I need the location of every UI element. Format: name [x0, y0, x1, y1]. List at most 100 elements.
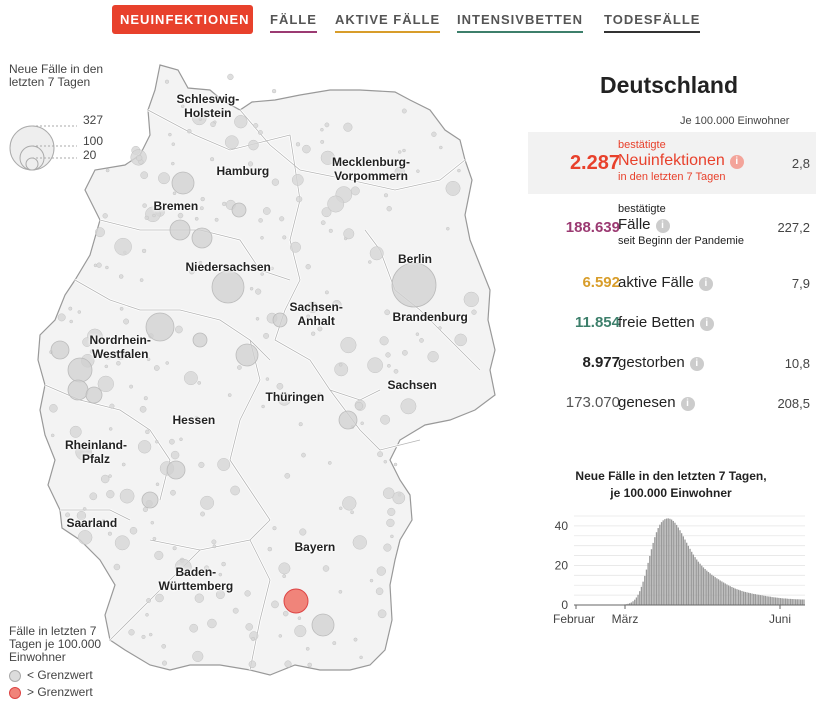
district-bubble: [95, 227, 105, 238]
chart-bar: [670, 519, 673, 605]
district-bubble: [279, 216, 285, 222]
chart-bar: [627, 603, 629, 605]
info-icon[interactable]: i: [689, 357, 704, 371]
district-bubble: [382, 487, 395, 499]
chart-bar: [766, 596, 768, 605]
district-bubble: [320, 150, 335, 165]
district-bubble: [154, 550, 164, 560]
district-bubble: [224, 135, 239, 150]
chart-bar: [741, 590, 743, 605]
district-bubble: [105, 265, 109, 270]
district-bubble: [387, 363, 391, 368]
tab-fälle[interactable]: FÄLLE: [270, 5, 317, 34]
info-icon[interactable]: i: [729, 155, 744, 169]
tab-intensivbetten[interactable]: INTENSIVBETTEN: [457, 5, 583, 34]
district-bubble: [306, 314, 311, 319]
below-threshold-label: < Grenzwert: [27, 668, 93, 682]
info-icon[interactable]: i: [698, 277, 713, 291]
district-bubble: [155, 482, 160, 487]
above-threshold-label: > Grenzwert: [27, 685, 93, 699]
active-stat-highlight: [528, 132, 816, 194]
district-bubble: [350, 510, 354, 515]
district-bubble: [338, 506, 343, 511]
district-bubble: [257, 130, 263, 135]
district-bubble: [255, 317, 260, 321]
chart-bar: [682, 536, 684, 605]
district-bubble: [214, 217, 219, 222]
district-bubble: [332, 641, 337, 646]
chart-bar: [763, 595, 765, 605]
district-bubble: [197, 381, 202, 385]
district-bubble: [383, 193, 389, 198]
district-bubble: [271, 178, 280, 186]
district-bubble: [212, 544, 217, 549]
chart-bar: [702, 567, 705, 605]
chart-bar: [709, 573, 711, 605]
stat-label: gestorben i: [618, 354, 704, 372]
district-bubble: [377, 609, 387, 619]
district-bubble: [375, 587, 384, 596]
district-bubble: [295, 196, 303, 203]
district-bubble: [306, 301, 319, 313]
size-legend: Neue Fälle in den letzten 7 Tagen 327 10…: [9, 63, 129, 171]
info-icon[interactable]: i: [699, 317, 714, 331]
state-border-line-0: [147, 109, 291, 151]
district-bubble: [353, 637, 358, 642]
district-bubble: [172, 191, 177, 196]
chart-bar: [672, 520, 674, 605]
chart-bar: [739, 590, 741, 605]
district-bubble: [334, 362, 349, 377]
state-border-line-8: [229, 339, 271, 521]
district-bubble: [383, 543, 392, 552]
chart-bar: [701, 565, 703, 605]
district-bubble: [350, 186, 360, 196]
chart-bar: [758, 594, 760, 605]
chart-ytick-label: 40: [555, 519, 569, 533]
chart-bar: [754, 594, 757, 605]
district-bubble: [350, 174, 355, 178]
district-bubble: [247, 161, 254, 167]
state-border-line-12: [249, 539, 271, 671]
state-label-berlin: Berlin: [398, 252, 433, 266]
tab-aktive-fälle[interactable]: AKTIVE FÄLLE: [335, 5, 441, 34]
state-label-thüringen: Thüringen: [265, 390, 325, 404]
district-bubble: [317, 326, 323, 332]
district-bubble: [152, 213, 156, 218]
district-bubble: [203, 565, 210, 571]
district-bubble: [194, 216, 199, 221]
district-bubble: [258, 218, 263, 223]
district-bubble: [320, 127, 324, 132]
district-bubble: [302, 144, 311, 154]
district-bubble-large: [67, 379, 89, 401]
district-bubble: [343, 228, 355, 240]
district-bubble: [234, 115, 248, 129]
district-bubble: [255, 288, 262, 295]
chart-bar: [699, 563, 701, 605]
chart-xtick-label: Februar: [553, 612, 595, 626]
info-icon[interactable]: i: [655, 219, 670, 233]
district-bubble-large: [235, 343, 259, 367]
district-bubble: [107, 531, 112, 536]
district-bubble: [170, 450, 180, 460]
stat-rate: 10,8: [784, 356, 810, 371]
state-border-line-1: [239, 109, 466, 191]
chart-bar: [684, 539, 686, 605]
district-bubble: [457, 168, 461, 173]
chart-bar: [660, 522, 663, 605]
district-bubble: [129, 384, 134, 389]
district-bubble: [119, 488, 135, 504]
tab-todesfälle[interactable]: TODESFÄLLE: [604, 5, 701, 34]
district-bubble: [230, 485, 240, 496]
district-bubble: [145, 429, 150, 435]
info-icon[interactable]: i: [680, 397, 695, 411]
district-bubble: [431, 131, 437, 137]
district-bubble: [416, 169, 420, 173]
district-bubble: [198, 117, 203, 121]
tab-underline: [604, 31, 701, 33]
district-bubble: [169, 438, 175, 445]
state-label-hamburg: Hamburg: [216, 164, 270, 178]
tab-neuinfektionen[interactable]: NEUINFEKTIONEN: [112, 5, 253, 34]
district-bubble: [260, 236, 264, 240]
district-bubble: [109, 403, 115, 409]
district-bubble: [211, 539, 217, 545]
